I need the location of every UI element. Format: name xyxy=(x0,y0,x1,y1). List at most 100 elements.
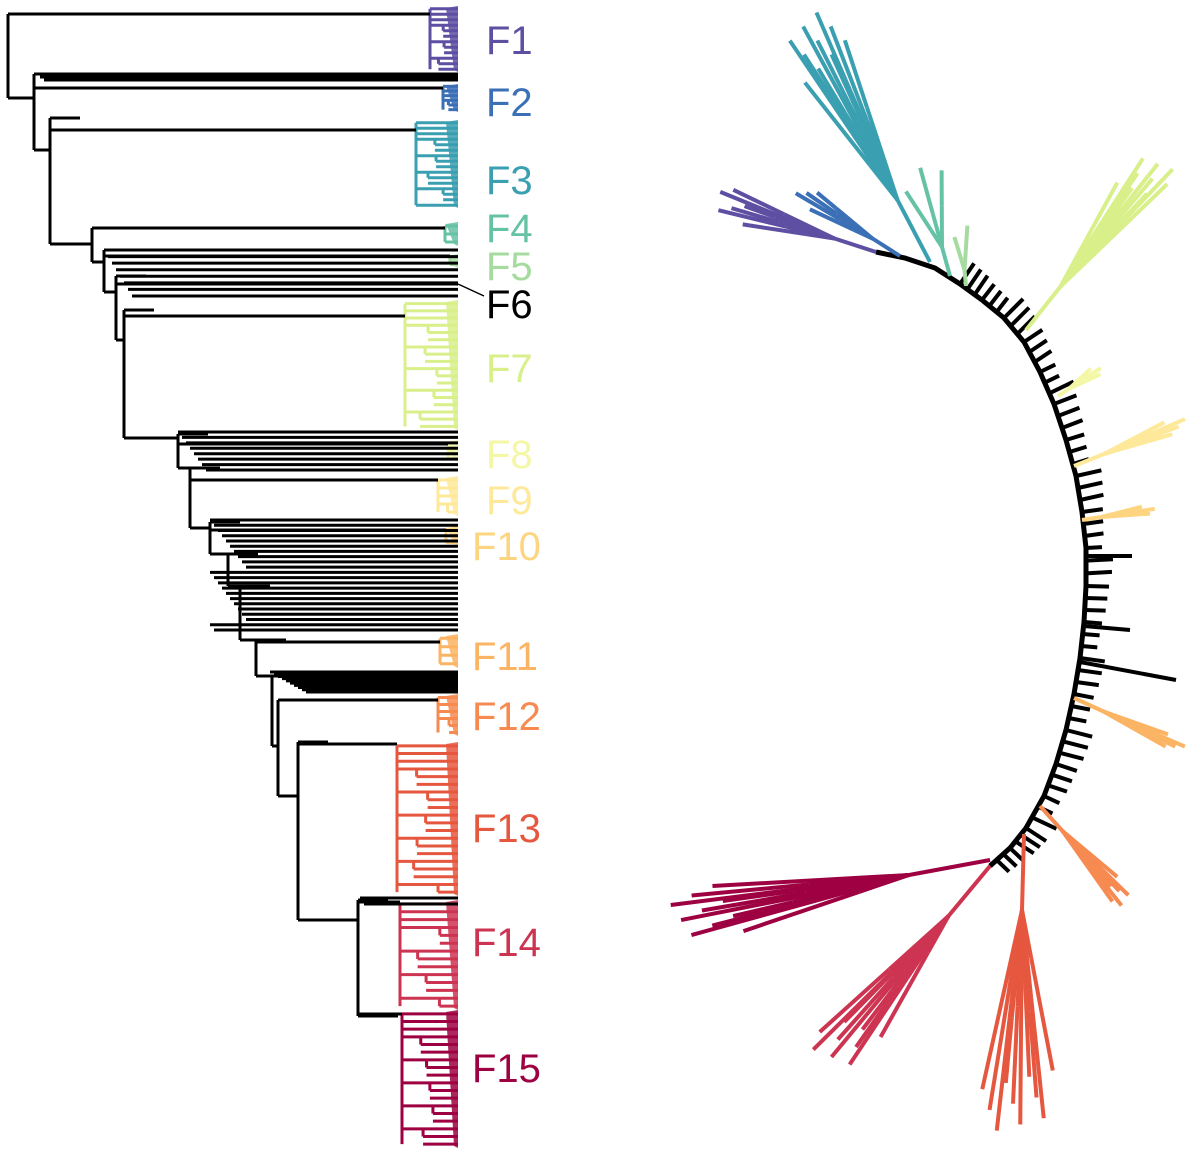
family-label-f14: F14 xyxy=(472,921,541,965)
radial-stem xyxy=(940,246,952,277)
radial-tick xyxy=(1009,306,1031,328)
family-label-f6: F6 xyxy=(486,283,533,327)
radial-branch xyxy=(783,212,836,241)
clade-f9 xyxy=(436,476,458,516)
radial-long-spike xyxy=(1083,624,1131,632)
radial-tree-panel xyxy=(670,11,1186,1131)
radial-backbone-ticks xyxy=(958,262,1177,874)
radial-tick xyxy=(958,262,976,286)
radial-tip xyxy=(732,188,785,216)
radial-tick xyxy=(965,268,983,291)
radial-tip xyxy=(680,890,823,922)
radial-tip xyxy=(719,190,792,223)
radial-stem xyxy=(1020,833,1026,911)
radial-tip xyxy=(1095,162,1160,242)
radial-tick xyxy=(1079,656,1106,664)
radial-tip xyxy=(701,890,806,913)
radial-tip xyxy=(1093,157,1145,234)
clade-f4 xyxy=(443,222,458,246)
radial-tip xyxy=(815,191,838,210)
radial-tip xyxy=(1108,182,1169,241)
radial-tick xyxy=(1061,418,1084,430)
radial-tip xyxy=(1075,181,1120,257)
radial-tick xyxy=(1085,596,1108,601)
radial-branch xyxy=(1060,829,1090,868)
radial-clade-f4 xyxy=(904,167,952,277)
radial-tip xyxy=(1148,432,1173,443)
radial-tip xyxy=(743,204,776,219)
radial-tip xyxy=(814,11,872,138)
radial-branch xyxy=(834,206,874,241)
radial-stem xyxy=(1081,515,1102,522)
radial-tick xyxy=(1001,852,1018,868)
family-label-f5: F5 xyxy=(486,245,533,289)
radial-tip xyxy=(963,225,970,252)
radial-tip xyxy=(802,53,849,123)
radial-tip xyxy=(860,989,894,1031)
radial-tip xyxy=(1127,511,1151,518)
radial-tick xyxy=(1084,531,1104,538)
radial-tip xyxy=(1003,1017,1014,1084)
clade-f2 xyxy=(441,84,458,112)
radial-clade-f7 xyxy=(1024,157,1175,332)
radial-stem xyxy=(1056,386,1071,398)
clade-f11 xyxy=(438,634,458,668)
radial-tip xyxy=(1081,366,1102,382)
tip-wedge xyxy=(446,440,458,462)
family-label-f15: F15 xyxy=(472,1047,541,1091)
family-label-f4: F4 xyxy=(486,207,533,251)
radial-tip xyxy=(918,167,935,215)
radial-tick xyxy=(1053,393,1078,406)
radial-stem xyxy=(1073,452,1105,468)
radial-tick xyxy=(1081,507,1104,514)
radial-tick xyxy=(1083,519,1104,526)
radial-tip xyxy=(904,190,933,232)
family-label-f2: F2 xyxy=(486,81,533,125)
radial-clade-f13 xyxy=(980,833,1055,1131)
radial-tick xyxy=(1068,444,1088,454)
radial-tip xyxy=(847,977,909,1066)
radial-tip xyxy=(805,191,838,216)
radial-tick xyxy=(1084,608,1106,613)
radial-tick xyxy=(1057,405,1081,418)
radial-tip xyxy=(816,67,847,115)
radial-tip xyxy=(952,236,964,261)
radial-tick xyxy=(1048,379,1075,396)
radial-tick xyxy=(1077,480,1103,490)
radial-branch xyxy=(1059,237,1111,288)
backbone-tips xyxy=(36,72,458,906)
radial-tick xyxy=(1033,349,1053,364)
radial-tip xyxy=(801,25,864,136)
radial-tip xyxy=(742,222,808,237)
clade-f1 xyxy=(428,6,458,72)
radial-tick xyxy=(1051,772,1073,784)
radial-tick xyxy=(1068,716,1087,724)
tip-wedge xyxy=(446,1010,458,1148)
tip-wedge xyxy=(446,634,458,668)
radial-tip xyxy=(803,81,872,167)
radial-tip xyxy=(1085,372,1102,383)
radial-stem xyxy=(871,236,902,258)
radial-tip xyxy=(1137,417,1186,442)
radial-tick xyxy=(1039,362,1057,374)
radial-tip xyxy=(828,25,869,121)
radial-tick xyxy=(995,296,1010,314)
radial-tick xyxy=(1062,739,1089,750)
clade-f15 xyxy=(400,1010,458,1148)
tip-wedge xyxy=(446,900,458,1010)
clade-f13 xyxy=(395,742,458,896)
radial-stem xyxy=(908,858,991,877)
radial-tip xyxy=(788,39,854,135)
radial-tick xyxy=(1079,492,1104,502)
radial-clade-f15 xyxy=(670,858,991,937)
radial-tip xyxy=(811,959,904,1051)
radial-tick xyxy=(1031,815,1058,831)
radial-tip xyxy=(1143,732,1167,749)
radial-tip xyxy=(987,1001,1010,1111)
radial-tick xyxy=(1024,826,1048,843)
radial-branch xyxy=(1101,513,1128,519)
radial-tip xyxy=(794,191,842,222)
radial-clade-f5 xyxy=(952,225,970,287)
